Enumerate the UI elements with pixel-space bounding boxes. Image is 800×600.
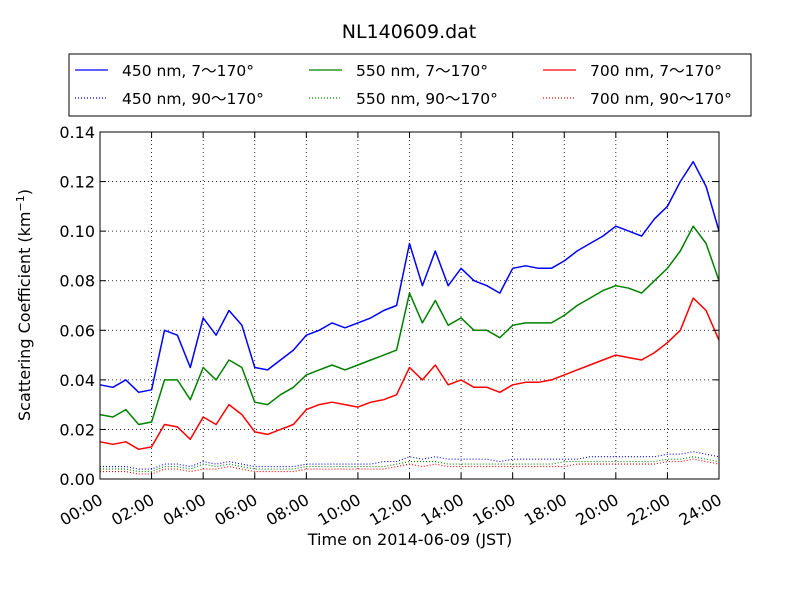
y-tick-label: 0.12 xyxy=(59,173,95,192)
x-tick-label: 22:00 xyxy=(624,490,673,530)
legend-frame xyxy=(68,53,752,117)
legend-label-5: 700 nm, 90～170° xyxy=(590,90,732,108)
y-tick-label: 0.02 xyxy=(59,420,95,439)
y-tick-label: 0.00 xyxy=(59,470,95,489)
x-tick-label: 14:00 xyxy=(418,490,467,530)
x-tick-label: 10:00 xyxy=(314,490,363,530)
x-tick-label: 00:00 xyxy=(57,490,106,530)
legend-label-4: 700 nm, 7～170° xyxy=(590,62,722,80)
x-tick-label: 20:00 xyxy=(572,490,621,530)
x-tick-label: 12:00 xyxy=(366,490,415,530)
y-axis-label-superscript: −1 xyxy=(14,195,27,211)
x-axis-label: Time on 2014-06-09 (JST) xyxy=(307,530,512,549)
legend-label-0: 450 nm, 7～170° xyxy=(122,62,254,80)
legend-label-1: 450 nm, 90～170° xyxy=(122,90,264,108)
y-axis-label: Scattering Coefficient (km−1) xyxy=(14,189,34,421)
legend-label-2: 550 nm, 7～170° xyxy=(356,62,488,80)
series-line-0 xyxy=(99,160,720,394)
series-line-2 xyxy=(99,225,720,426)
plot-area xyxy=(100,132,719,479)
legend-label-3: 550 nm, 90～170° xyxy=(356,90,498,108)
y-tick-label: 0.08 xyxy=(59,272,95,291)
y-tick-label: 0.14 xyxy=(59,123,95,142)
y-axis-label-main: Scattering Coefficient (km xyxy=(15,211,34,421)
y-tick-label: 0.10 xyxy=(59,222,95,241)
x-tick-label: 16:00 xyxy=(469,490,518,530)
x-tick-label: 24:00 xyxy=(676,490,725,530)
y-tick-label: 0.04 xyxy=(59,371,95,390)
x-tick-label: 06:00 xyxy=(211,490,260,530)
series-line-3 xyxy=(100,456,720,473)
x-tick-label: 08:00 xyxy=(263,490,312,530)
series-layer xyxy=(99,160,720,475)
plot-background xyxy=(100,132,719,479)
legend: 450 nm, 7～170° 550 nm, 7～170° 700 nm, 7～17… xyxy=(68,53,752,117)
x-tick-label: 02:00 xyxy=(108,490,157,530)
series-line-4 xyxy=(99,297,720,451)
y-axis-label-close: ) xyxy=(15,189,34,195)
series-line-1 xyxy=(100,451,720,470)
x-tick-label: 04:00 xyxy=(160,490,209,530)
y-tick-label: 0.06 xyxy=(59,321,95,340)
series-line-5 xyxy=(100,458,720,475)
chart-title: NL140609.dat xyxy=(342,21,477,43)
x-tick-label: 18:00 xyxy=(521,490,570,530)
y-axis: 0.00 0.02 0.04 0.06 0.08 0.10 0.12 0.14 xyxy=(59,123,719,489)
